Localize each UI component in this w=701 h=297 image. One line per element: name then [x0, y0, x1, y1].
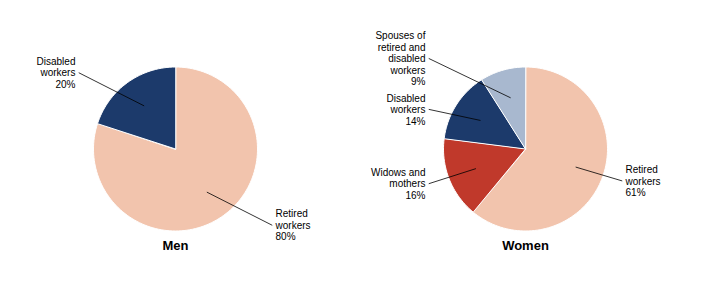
svg-text:Widows andmothers16%: Widows andmothers16% — [371, 167, 426, 201]
svg-text:Disabledworkers14%: Disabledworkers14% — [387, 93, 426, 127]
svg-text:Retiredworkers61%: Retiredworkers61% — [625, 164, 661, 198]
svg-text:Retiredworkers80%: Retiredworkers80% — [275, 208, 311, 242]
svg-text:Disabledworkers20%: Disabledworkers20% — [37, 56, 76, 90]
svg-text:Spouses ofretired anddisabledw: Spouses ofretired anddisabledworkers9% — [375, 30, 425, 87]
svg-text:Men: Men — [163, 238, 189, 253]
svg-text:Women: Women — [502, 238, 549, 253]
